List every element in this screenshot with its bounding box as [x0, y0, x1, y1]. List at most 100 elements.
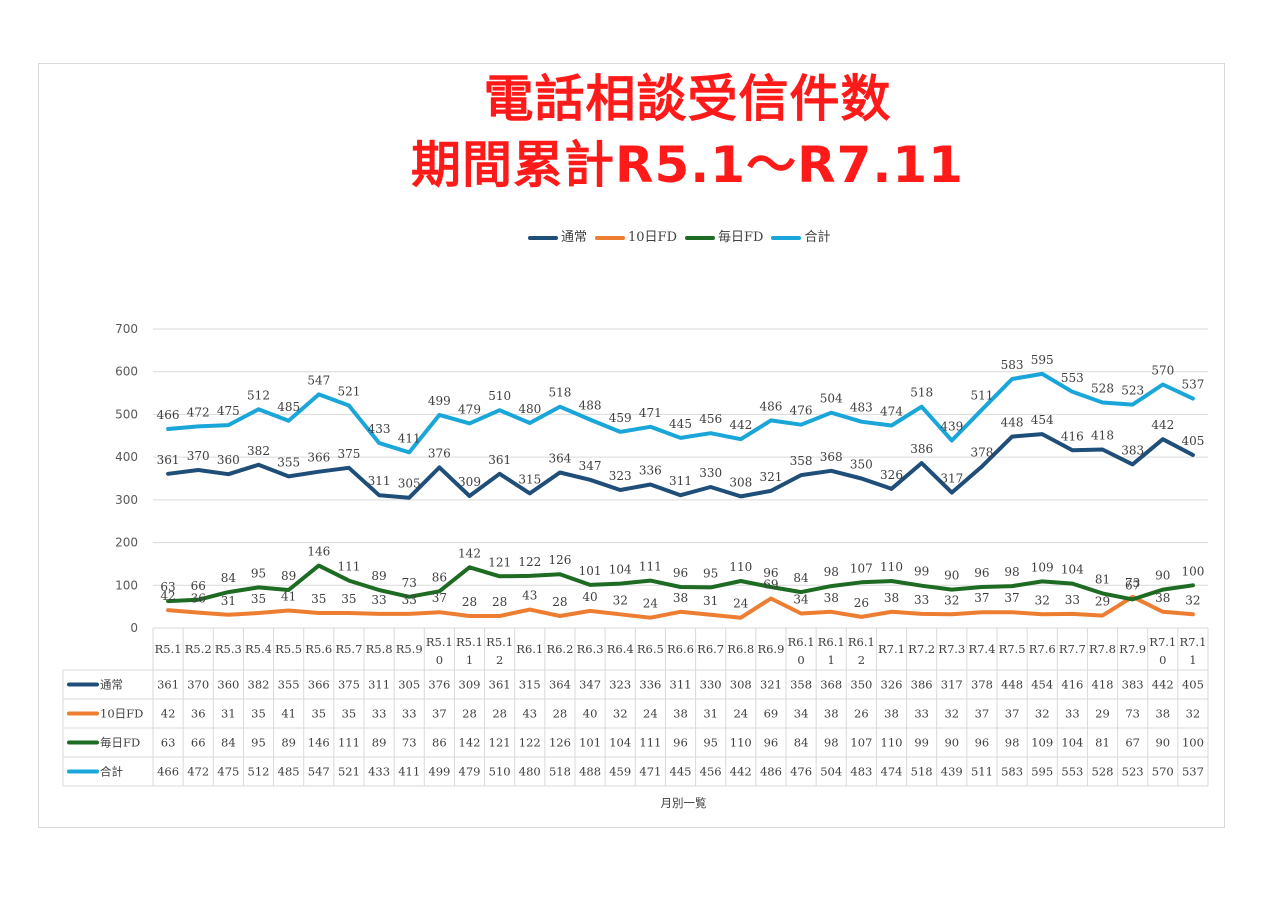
data-label: 121 — [488, 555, 511, 569]
data-label: 358 — [790, 454, 813, 468]
data-label: 100 — [1181, 564, 1204, 578]
table-cell: 101 — [579, 736, 601, 750]
table-cell: 37 — [1005, 707, 1020, 721]
table-cell: 90 — [1155, 736, 1170, 750]
data-label: 499 — [428, 394, 451, 408]
data-label: 347 — [579, 459, 602, 473]
data-label: 361 — [157, 453, 180, 467]
x-tick-label: R7.9 — [1119, 642, 1146, 656]
y-tick-label: 0 — [130, 621, 138, 635]
data-label: 486 — [759, 399, 782, 413]
table-cell: 95 — [251, 736, 266, 750]
table-cell: 474 — [881, 765, 903, 779]
table-cell: 35 — [311, 707, 326, 721]
table-cell: 488 — [579, 765, 601, 779]
table-cell: 311 — [368, 678, 390, 692]
x-tick-label: R6.8 — [727, 642, 754, 656]
data-label: 370 — [187, 449, 210, 463]
data-label: 90 — [944, 569, 959, 583]
data-label: 474 — [880, 405, 903, 419]
data-label: 336 — [639, 463, 662, 477]
data-label: 67 — [1125, 578, 1140, 592]
table-cell: 361 — [157, 678, 179, 692]
table-cell: 104 — [1061, 736, 1083, 750]
data-label: 33 — [1065, 593, 1080, 607]
data-label: 323 — [609, 469, 632, 483]
x-tick-label: R5.8 — [366, 642, 393, 656]
table-cell: 84 — [794, 736, 809, 750]
data-label: 34 — [793, 592, 809, 606]
data-label: 38 — [1155, 591, 1170, 605]
data-label: 110 — [729, 560, 752, 574]
data-label: 459 — [609, 411, 632, 425]
x-tick-label: R6.3 — [577, 642, 604, 656]
x-axis-title: 月別一覧 — [661, 796, 707, 810]
table-cell: 350 — [850, 678, 872, 692]
data-label: 98 — [1004, 565, 1019, 579]
data-label: 32 — [1035, 593, 1050, 607]
data-label: 355 — [277, 455, 300, 469]
x-tick-label: R6.1 — [848, 635, 875, 649]
table-cell: 521 — [338, 765, 360, 779]
table-cell: 476 — [790, 765, 812, 779]
data-label: 96 — [763, 566, 778, 580]
table-cell: 33 — [402, 707, 417, 721]
data-label: 512 — [247, 388, 270, 402]
data-label: 89 — [281, 569, 296, 583]
table-cell: 33 — [914, 707, 929, 721]
table-cell: 433 — [368, 765, 390, 779]
table-cell: 471 — [639, 765, 661, 779]
x-tick-label: 2 — [496, 653, 503, 667]
data-label: 364 — [548, 452, 571, 466]
data-label: 40 — [582, 590, 597, 604]
table-cell: 323 — [609, 678, 631, 692]
table-cell: 472 — [187, 765, 209, 779]
table-cell: 553 — [1061, 765, 1083, 779]
table-cell: 37 — [432, 707, 447, 721]
data-label: 38 — [824, 591, 839, 605]
table-cell: 383 — [1122, 678, 1144, 692]
table-cell: 475 — [217, 765, 239, 779]
table-cell: 454 — [1031, 678, 1053, 692]
y-tick-label: 200 — [115, 536, 138, 550]
y-tick-label: 600 — [115, 365, 138, 379]
x-tick-label: R6.7 — [697, 642, 724, 656]
table-cell: 330 — [700, 678, 722, 692]
x-tick-label: R5.4 — [245, 642, 272, 656]
data-label: 126 — [548, 553, 571, 567]
data-label: 504 — [820, 392, 843, 406]
table-series-name: 10日FD — [100, 707, 143, 721]
series-line — [166, 563, 1195, 604]
data-label: 24 — [733, 597, 749, 611]
data-label: 418 — [1091, 428, 1114, 442]
series-line — [166, 594, 1195, 620]
data-label: 104 — [609, 563, 632, 577]
table-cell: 442 — [730, 765, 752, 779]
table-cell: 411 — [398, 765, 420, 779]
data-label: 553 — [1061, 371, 1084, 385]
x-tick-label: R7.1 — [878, 642, 905, 656]
table-cell: 38 — [1155, 707, 1170, 721]
data-label: 439 — [940, 419, 963, 433]
table-cell: 81 — [1095, 736, 1110, 750]
data-label: 32 — [944, 593, 959, 607]
table-cell: 109 — [1031, 736, 1053, 750]
data-label: 350 — [850, 458, 873, 472]
legend-item: 通常 — [528, 226, 587, 245]
chart-title: 電話相談受信件数 期間累計R5.1～R7.11 — [0, 66, 1280, 198]
table-cell: 448 — [1001, 678, 1023, 692]
data-label: 445 — [669, 417, 692, 431]
legend-item: 合計 — [771, 226, 830, 245]
data-label: 433 — [368, 422, 391, 436]
data-label: 89 — [371, 569, 386, 583]
data-label: 84 — [221, 571, 237, 585]
x-tick-label: R7.8 — [1089, 642, 1116, 656]
data-label: 24 — [643, 597, 659, 611]
data-label: 311 — [368, 474, 391, 488]
data-label: 442 — [729, 418, 752, 432]
legend-item: 毎日FD — [685, 226, 763, 245]
data-label: 98 — [824, 565, 839, 579]
x-tick-label: R7.5 — [999, 642, 1026, 656]
x-tick-label: R7.1 — [1149, 635, 1176, 649]
table-cell: 90 — [944, 736, 959, 750]
